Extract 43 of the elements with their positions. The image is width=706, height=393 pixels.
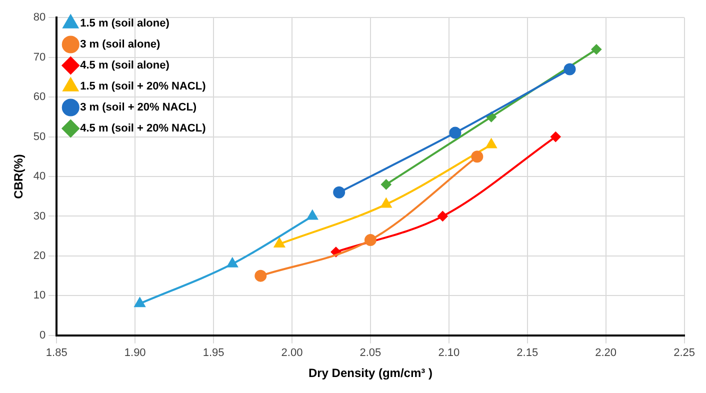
y-tick-label: 0 <box>40 329 46 342</box>
point <box>550 132 561 142</box>
y-tick-label: 50 <box>33 130 46 143</box>
point <box>486 138 497 148</box>
point <box>564 63 576 76</box>
point <box>227 258 238 268</box>
y-tick-label: 30 <box>33 210 46 222</box>
point <box>333 186 346 198</box>
y-tick-label: 60 <box>33 91 46 104</box>
point <box>134 298 146 308</box>
legend-label: 3 m (soil + 20% NACL) <box>80 102 197 114</box>
x-tick-label: 2.05 <box>360 347 382 360</box>
y-axis-title: CBR(%) <box>12 154 26 199</box>
x-tick-label: 2.25 <box>674 347 696 360</box>
point <box>254 270 267 282</box>
y-tick-label: 20 <box>33 250 46 262</box>
x-tick-label: 2.15 <box>516 347 538 360</box>
point <box>486 112 496 122</box>
legend-label: 4.5 m (soil + 20% NACL) <box>80 122 206 135</box>
x-axis-title: Dry Density (gm/cm³ ) <box>308 366 432 380</box>
legend-label: 3 m (soil alone) <box>80 38 161 51</box>
point <box>307 210 318 220</box>
y-tick-label: 70 <box>33 51 46 64</box>
point <box>449 126 462 139</box>
x-tick-label: 2.20 <box>595 347 617 360</box>
legend-label: 1.5 m (soil alone) <box>80 18 170 30</box>
x-tick-label: 1.85 <box>46 347 68 360</box>
x-tick-label: 1.90 <box>124 347 146 360</box>
y-tick-label: 40 <box>33 170 46 183</box>
point <box>381 179 392 190</box>
y-tick-label: 80 <box>33 12 46 24</box>
point <box>364 234 376 246</box>
point <box>471 150 484 163</box>
point <box>591 44 602 54</box>
point <box>274 238 285 248</box>
legend-label: 4.5 m (soil alone) <box>80 60 170 72</box>
x-tick-label: 2.00 <box>281 347 303 360</box>
x-tick-label: 2.10 <box>438 347 460 360</box>
point <box>438 211 448 222</box>
legend-label: 1.5 m (soil + 20% NACL) <box>80 80 206 93</box>
point <box>380 198 392 208</box>
x-tick-label: 1.95 <box>202 347 224 360</box>
y-tick-label: 10 <box>33 290 46 302</box>
